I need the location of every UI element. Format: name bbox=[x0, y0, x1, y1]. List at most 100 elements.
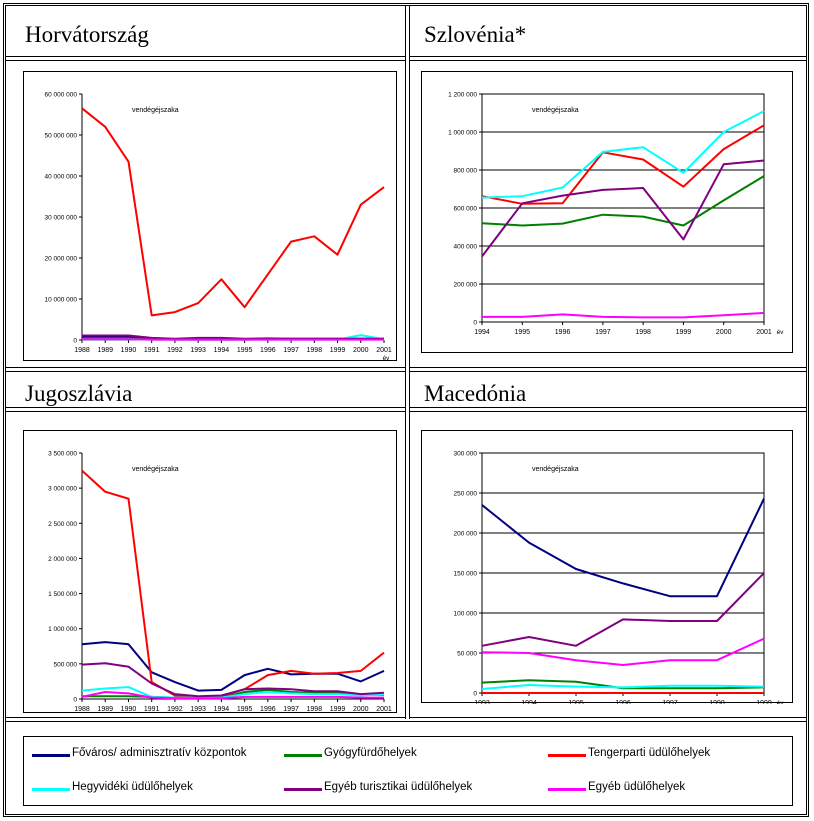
chart-macedonia: 0 50 000 100 000 150 000 200 000 250 000 300 0… bbox=[421, 430, 793, 705]
y-tick-label: 1 500 000 bbox=[48, 591, 77, 598]
y-tick-label: 10 000 000 bbox=[44, 297, 77, 304]
y-tick-label: 200 000 bbox=[454, 531, 478, 538]
x-tick-label: 1996 bbox=[260, 347, 276, 354]
series-line-egyeb-turisztikai-udulohelyek bbox=[81, 662, 385, 698]
x-tick-label: 1991 bbox=[144, 347, 160, 354]
x-tick-label: 1999 bbox=[676, 329, 692, 336]
legend-swatch-mountain bbox=[32, 788, 70, 791]
y-tick-label: 0 bbox=[473, 691, 477, 698]
x-tick-label: 1996 bbox=[260, 706, 276, 713]
series-line-tengerparti-udulohelyek bbox=[481, 124, 765, 205]
x-tick-label: 1997 bbox=[662, 700, 678, 704]
y-tick-label: 40 000 000 bbox=[44, 174, 77, 181]
x-tick-label: 1995 bbox=[237, 706, 253, 713]
plot-area bbox=[82, 94, 384, 340]
x-tick-label: 1996 bbox=[615, 700, 631, 704]
x-tick-label: 1998 bbox=[307, 347, 323, 354]
x-tick-label: 1990 bbox=[121, 706, 137, 713]
chart-yugoslavia: 0 500 000 1 000 000 1 500 000 2 000 000 2 500… bbox=[23, 430, 397, 713]
x-tick-label: 1994 bbox=[214, 706, 230, 713]
x-tick-label: 1996 bbox=[555, 329, 571, 336]
y-tick-label: 100 000 bbox=[454, 611, 478, 618]
x-tick-label: 1995 bbox=[514, 329, 530, 336]
chart-macedonia-svg: 0 50 000 100 000 150 000 200 000 250 000 300 0… bbox=[454, 451, 785, 705]
x-tick-label: 1991 bbox=[144, 706, 160, 713]
legend-item-other: Egyéb üdülőhelyek bbox=[588, 781, 686, 793]
x-tick-label: 1989 bbox=[97, 347, 113, 354]
x-tick-label: 2000 bbox=[353, 706, 369, 713]
x-tick-label: 2000 bbox=[716, 329, 732, 336]
legend-swatch-other-tourist bbox=[284, 788, 322, 791]
chart-croatia: 0 10 000 000 20 000 000 30 000 000 40 000 00… bbox=[23, 71, 397, 363]
series-line-tengerparti-udulohelyek bbox=[81, 107, 385, 317]
x-tick-label: 1995 bbox=[568, 700, 584, 704]
x-unit-label: év bbox=[777, 700, 785, 704]
x-unit-label: év bbox=[777, 329, 785, 336]
x-tick-label: 1988 bbox=[74, 347, 90, 354]
y-tick-label: 2 000 000 bbox=[48, 556, 77, 563]
series-line-hegyvideki-udulohelyek bbox=[481, 684, 765, 690]
x-tick-label: 1998 bbox=[307, 706, 323, 713]
chart-croatia-svg: 0 10 000 000 20 000 000 30 000 000 40 000 00… bbox=[44, 92, 392, 363]
x-tick-label: 1993 bbox=[190, 706, 206, 713]
y-tick-label: 2 500 000 bbox=[48, 521, 77, 528]
series-line-tengerparti-udulohelyek bbox=[81, 469, 385, 699]
legend-swatch-capital bbox=[32, 754, 70, 757]
panel-title-yugoslavia: Jugoszlávia bbox=[25, 381, 133, 406]
series-line-hegyvideki-udulohelyek bbox=[81, 686, 385, 699]
x-unit-label: év bbox=[383, 355, 391, 362]
x-tick-label: 1993 bbox=[474, 700, 490, 704]
legend-item-mountain: Hegyvidéki üdülőhelyek bbox=[72, 781, 193, 793]
y-tick-label: 0 bbox=[73, 338, 77, 345]
chart-yugoslavia-svg: 0 500 000 1 000 000 1 500 000 2 000 000 2 500… bbox=[48, 451, 392, 714]
x-tick-label: 1997 bbox=[283, 706, 299, 713]
y-tick-label: 150 000 bbox=[454, 571, 478, 578]
y-tick-label: 30 000 000 bbox=[44, 215, 77, 222]
divider-vertical bbox=[405, 6, 410, 719]
outer-border bbox=[3, 3, 809, 817]
annotation-label: vendégéjszaka bbox=[532, 466, 579, 473]
y-tick-label: 50 000 bbox=[457, 651, 477, 658]
series-line-egyeb-turisztikai-udulohelyek bbox=[481, 159, 765, 258]
annotation-label: vendégéjszaka bbox=[532, 107, 579, 114]
legend-swatch-spa bbox=[284, 754, 322, 757]
y-tick-label: 60 000 000 bbox=[44, 92, 77, 99]
y-tick-label: 400 000 bbox=[454, 244, 478, 251]
legend-swatch-other bbox=[548, 788, 586, 791]
legend-item-capital: Főváros/ adminisztratív központok bbox=[72, 747, 247, 759]
y-tick-label: 3 000 000 bbox=[48, 486, 77, 493]
annotation-label: vendégéjszaka bbox=[132, 107, 179, 114]
legend-item-seaside: Tengerparti üdülőhelyek bbox=[588, 747, 711, 759]
figure-frame: Horvátország Szlovénia* Jugoszlávia Mace… bbox=[3, 3, 809, 817]
x-tick-label: 2001 bbox=[376, 347, 392, 354]
x-tick-label: 1997 bbox=[283, 347, 299, 354]
x-tick-label: 1999 bbox=[756, 700, 772, 704]
y-tick-label: 20 000 000 bbox=[44, 256, 77, 263]
y-tick-label: 0 bbox=[473, 320, 477, 327]
chart-slovenia: 0 200 000 400 000 600 000 800 000 1 000 000 1 … bbox=[421, 71, 793, 353]
chart-slovenia-svg: 0 200 000 400 000 600 000 800 000 1 000 000 1 … bbox=[448, 92, 785, 337]
x-tick-label: 1998 bbox=[635, 329, 651, 336]
x-tick-label: 1994 bbox=[521, 700, 537, 704]
x-tick-label: 1999 bbox=[330, 706, 346, 713]
x-tick-label: 1993 bbox=[190, 347, 206, 354]
x-tick-label: 1988 bbox=[74, 706, 90, 713]
panel-title-slovenia: Szlovénia* bbox=[424, 22, 527, 47]
legend-swatch-seaside bbox=[548, 754, 586, 757]
x-tick-label: 1994 bbox=[214, 347, 230, 354]
plot-area bbox=[82, 453, 384, 699]
y-tick-label: 300 000 bbox=[454, 451, 478, 458]
legend: Főváros/ adminisztratív központok Gyógyf… bbox=[23, 736, 793, 806]
x-tick-label: 1997 bbox=[595, 329, 611, 336]
series-line-gyogyfurdohelyek bbox=[481, 175, 765, 227]
x-tick-label: 1989 bbox=[97, 706, 113, 713]
series-line-egyeb-udulohelyek bbox=[482, 311, 765, 319]
x-tick-label: 1990 bbox=[121, 347, 137, 354]
legend-item-other-tourist: Egyéb turisztikai üdülőhelyek bbox=[324, 781, 473, 793]
x-tick-label: 1995 bbox=[237, 347, 253, 354]
x-tick-label: 2001 bbox=[376, 706, 392, 713]
x-tick-label: 2000 bbox=[353, 347, 369, 354]
series-line-hegyvideki-udulohelyek bbox=[481, 110, 765, 199]
x-tick-label: 1992 bbox=[167, 706, 183, 713]
y-tick-label: 250 000 bbox=[454, 491, 478, 498]
